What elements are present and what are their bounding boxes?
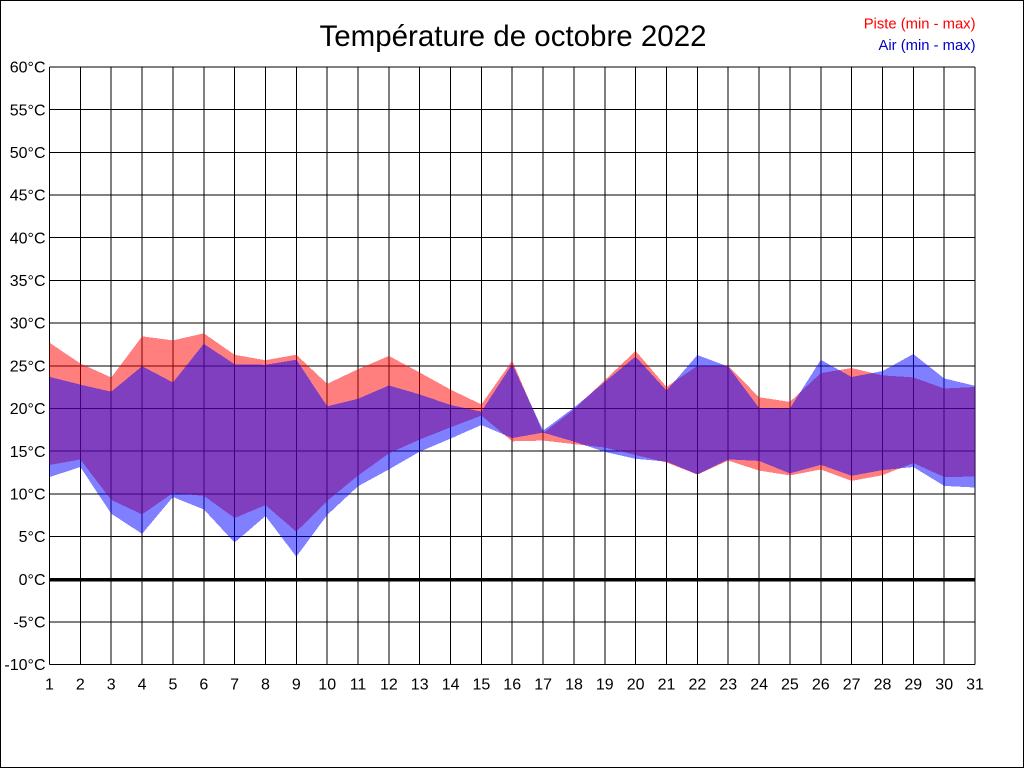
svg-text:20°C: 20°C	[10, 401, 46, 418]
svg-text:17: 17	[534, 677, 552, 694]
svg-text:24: 24	[750, 677, 768, 694]
svg-text:Piste (min - max): Piste (min - max)	[864, 16, 976, 32]
svg-text:45°C: 45°C	[10, 188, 46, 205]
svg-text:0°C: 0°C	[19, 572, 46, 589]
svg-text:35°C: 35°C	[10, 273, 46, 290]
svg-text:40°C: 40°C	[10, 230, 46, 247]
svg-text:11: 11	[350, 677, 367, 694]
svg-text:26: 26	[812, 677, 830, 694]
svg-text:25: 25	[781, 677, 799, 694]
svg-text:-10°C: -10°C	[4, 657, 45, 674]
svg-text:28: 28	[874, 677, 892, 694]
svg-text:12: 12	[380, 677, 398, 694]
svg-text:4: 4	[138, 677, 147, 694]
svg-text:8: 8	[261, 677, 270, 694]
svg-text:3: 3	[107, 677, 116, 694]
svg-text:2: 2	[76, 677, 85, 694]
svg-text:23: 23	[719, 677, 737, 694]
svg-text:50°C: 50°C	[10, 145, 46, 162]
svg-text:13: 13	[411, 677, 429, 694]
svg-text:9: 9	[292, 677, 301, 694]
svg-text:60°C: 60°C	[10, 60, 46, 77]
svg-text:Température de octobre 2022: Température de octobre 2022	[319, 20, 706, 53]
svg-text:5°C: 5°C	[19, 529, 46, 546]
svg-text:30: 30	[935, 677, 953, 694]
svg-text:7: 7	[230, 677, 239, 694]
svg-text:16: 16	[503, 677, 521, 694]
svg-text:10: 10	[318, 677, 336, 694]
svg-text:18: 18	[565, 677, 583, 694]
svg-text:31: 31	[966, 677, 984, 694]
svg-text:14: 14	[442, 677, 460, 694]
svg-text:6: 6	[199, 677, 208, 694]
svg-text:30°C: 30°C	[10, 316, 46, 333]
svg-text:55°C: 55°C	[10, 102, 46, 119]
svg-text:1: 1	[45, 677, 54, 694]
svg-text:21: 21	[658, 677, 676, 694]
svg-text:-5°C: -5°C	[13, 615, 45, 632]
svg-text:27: 27	[843, 677, 861, 694]
svg-text:20: 20	[627, 677, 645, 694]
svg-text:15: 15	[473, 677, 491, 694]
svg-text:25°C: 25°C	[10, 358, 46, 375]
svg-text:29: 29	[904, 677, 922, 694]
svg-text:22: 22	[689, 677, 707, 694]
svg-text:15°C: 15°C	[10, 444, 46, 461]
svg-text:Air (min - max): Air (min - max)	[879, 38, 976, 54]
svg-text:19: 19	[596, 677, 614, 694]
svg-text:10°C: 10°C	[10, 487, 46, 504]
svg-text:5: 5	[168, 677, 177, 694]
